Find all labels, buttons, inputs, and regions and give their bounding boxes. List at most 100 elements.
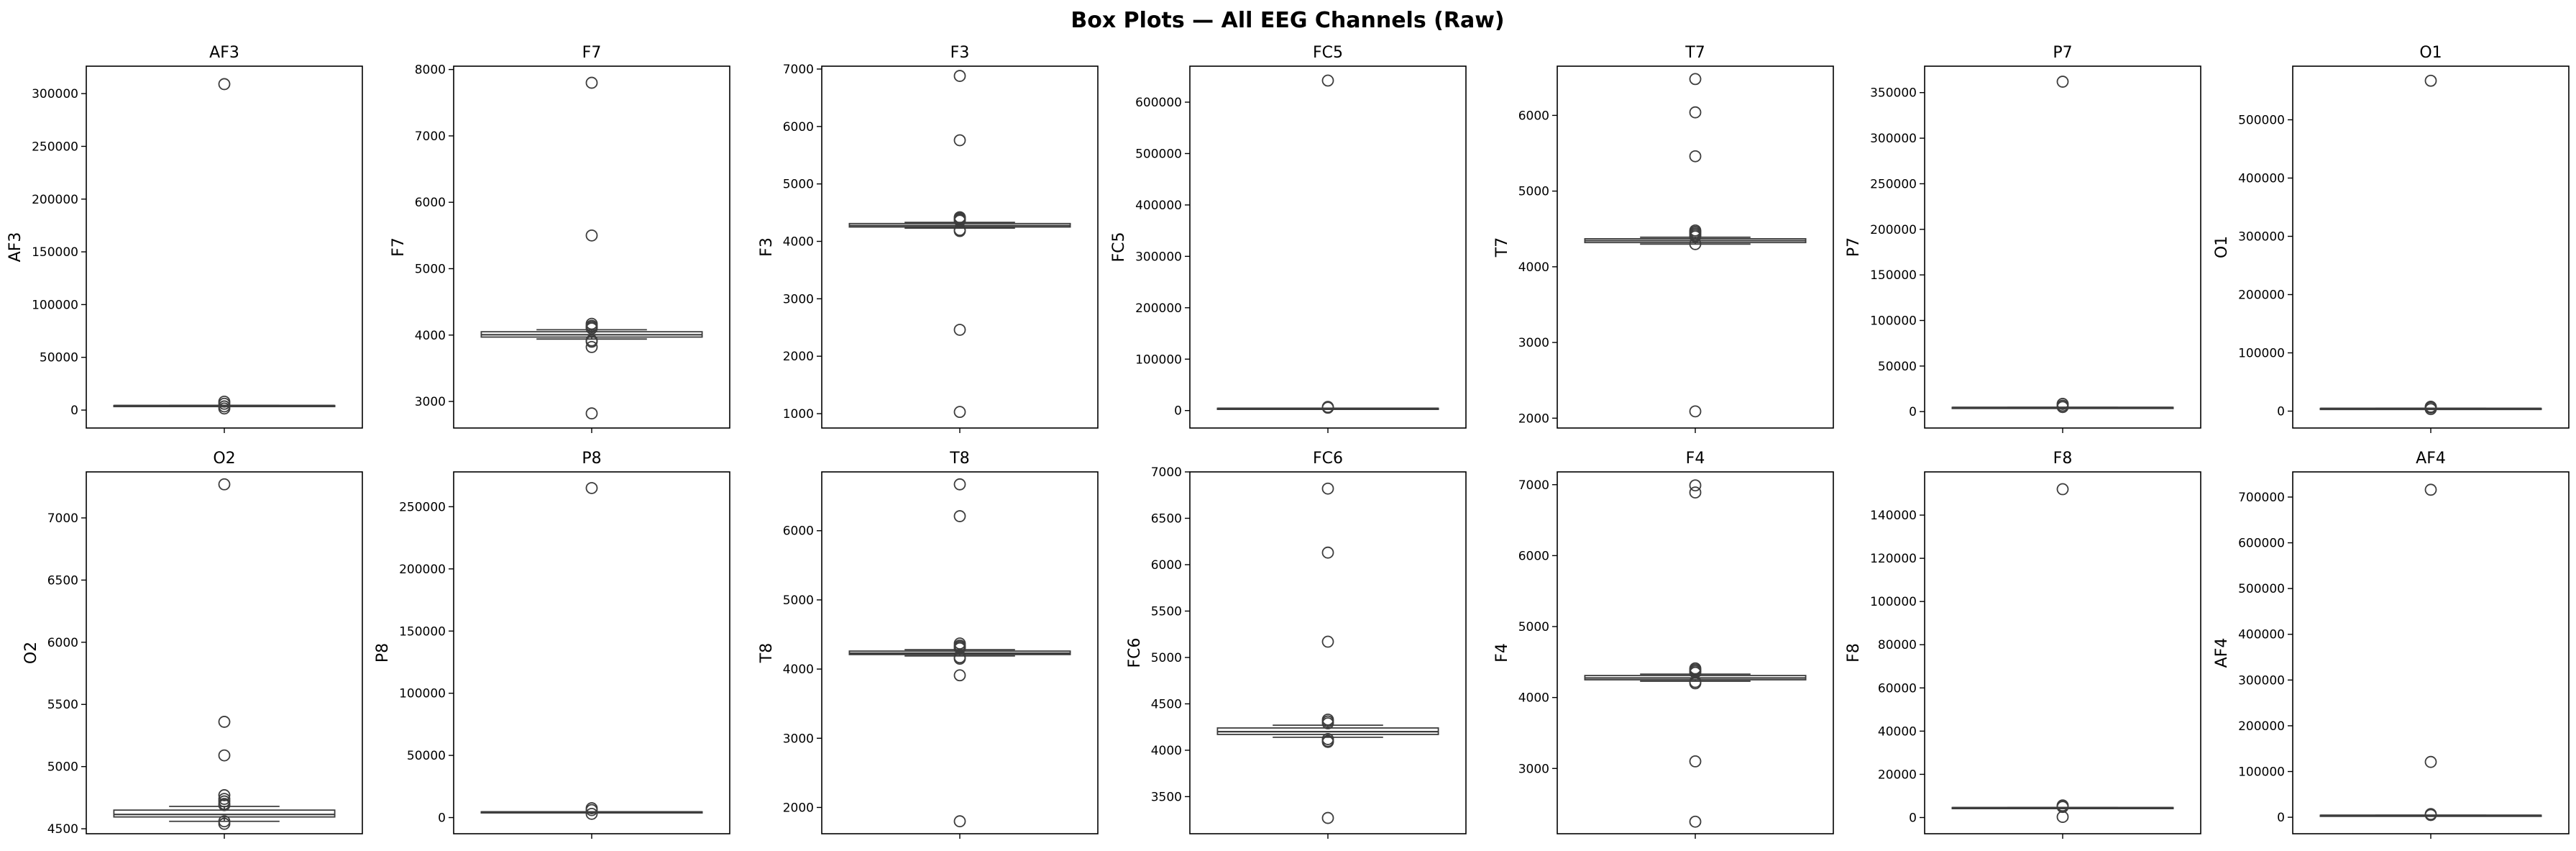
- outlier-point: [2424, 403, 2437, 416]
- y-tick-label: 100000: [2238, 347, 2285, 361]
- y-tick-label: 6000: [783, 120, 814, 135]
- y-axis-label: F8: [1845, 643, 1863, 663]
- panel-title: O1: [2419, 44, 2442, 62]
- panel-af3: AF3 0 50000 100000 150000 200000 250000 300000 A…: [6, 44, 363, 433]
- panel-o2: O2 4500 5000 5500 6000 6500 7000 O2: [22, 450, 363, 839]
- y-tick-label: 5000: [415, 262, 446, 276]
- y-tick-label: 4000: [415, 329, 446, 343]
- y-tick-label: 140000: [1870, 509, 1917, 523]
- axes-frame: [1924, 471, 2201, 834]
- y-tick-label: 4000: [783, 663, 814, 677]
- y-tick-label: 6000: [47, 636, 78, 650]
- y-tick-label: 4500: [1151, 697, 1182, 711]
- outlier-point: [585, 804, 598, 816]
- panel-t8: T8 2000 3000 4000 5000 6000 T8: [758, 450, 1099, 839]
- y-tick-label: 200000: [32, 193, 78, 207]
- outlier-point: [1689, 677, 1702, 690]
- y-axis-label: AF3: [6, 232, 24, 263]
- axes-frame: [1189, 65, 1467, 429]
- outlier-point: [1689, 755, 1702, 768]
- y-axis-label: FC5: [1110, 232, 1128, 262]
- outlier-point: [1321, 74, 1334, 87]
- outlier-point: [585, 229, 598, 242]
- outlier-point: [953, 406, 966, 419]
- y-tick-label: 3000: [415, 395, 446, 409]
- y-tick-label: 5000: [1151, 651, 1182, 665]
- y-tick-label: 0: [438, 811, 446, 826]
- y-tick-label: 6500: [1151, 511, 1182, 526]
- outlier-point: [2424, 74, 2437, 87]
- outlier-point: [2424, 483, 2437, 496]
- y-axis-label: F4: [1493, 643, 1511, 663]
- outlier-point: [953, 324, 966, 336]
- outlier-point: [585, 335, 598, 348]
- y-tick-label: 100000: [1870, 595, 1917, 609]
- y-axis-label: P8: [374, 643, 392, 663]
- y-tick-label: 300000: [1135, 250, 1182, 264]
- y-tick-label: 3000: [783, 292, 814, 306]
- outlier-point: [1689, 73, 1702, 86]
- panel-title: T7: [1685, 44, 1705, 62]
- y-tick-label: 5500: [47, 698, 78, 712]
- y-tick-label: 500000: [2238, 582, 2285, 596]
- y-tick-label: 3000: [1518, 336, 1549, 350]
- y-tick-label: 80000: [1878, 638, 1917, 652]
- y-tick-label: 50000: [407, 749, 446, 763]
- y-tick-label: 7000: [415, 129, 446, 144]
- outlier-point: [953, 134, 966, 147]
- y-tick-label: 300000: [2238, 673, 2285, 688]
- y-tick-label: 200000: [2238, 288, 2285, 303]
- y-tick-label: 150000: [1870, 268, 1917, 283]
- outlier-point: [585, 482, 598, 494]
- panel-p7: P7 0 50000 100000 150000 200000 250000 300000 35…: [1845, 44, 2201, 433]
- outlier-point: [1321, 717, 1334, 729]
- panel-title: AF3: [209, 44, 239, 62]
- y-tick-label: 0: [1909, 811, 1917, 825]
- outlier-point: [218, 817, 231, 830]
- y-tick-label: 4000: [1151, 744, 1182, 758]
- y-axis-label: P7: [1845, 237, 1863, 257]
- y-tick-label: 200000: [1870, 223, 1917, 237]
- y-axis-label: O2: [22, 642, 40, 664]
- outlier-point: [218, 749, 231, 762]
- y-tick-label: 400000: [2238, 172, 2285, 186]
- outlier-point: [218, 789, 231, 801]
- panel-title: F4: [1686, 450, 1705, 468]
- y-tick-label: 150000: [399, 624, 446, 639]
- y-tick-label: 0: [2277, 405, 2285, 419]
- outlier-point: [585, 322, 598, 335]
- y-axis-label: F3: [758, 237, 776, 257]
- panel-title: AF4: [2416, 450, 2446, 468]
- outlier-point: [1321, 811, 1334, 824]
- figure-title: Box Plots — All EEG Channels (Raw): [1071, 8, 1504, 33]
- outlier-point: [2056, 811, 2069, 823]
- axes-frame: [86, 471, 363, 834]
- axes-frame: [821, 471, 1099, 834]
- panel-grid: AF3050000100000150000200000250000300000A…: [6, 44, 2570, 839]
- y-tick-label: 50000: [40, 351, 78, 365]
- y-tick-label: 5000: [783, 178, 814, 192]
- outlier-point: [953, 669, 966, 682]
- outlier-point: [953, 510, 966, 522]
- axes-frame: [1189, 471, 1467, 834]
- panel-title: O2: [213, 450, 235, 468]
- axes-frame: [86, 65, 363, 429]
- outlier-point: [1689, 150, 1702, 163]
- y-tick-label: 3500: [1151, 790, 1182, 804]
- axes-frame: [453, 65, 730, 429]
- y-tick-label: 6500: [47, 573, 78, 588]
- outlier-point: [2056, 401, 2069, 414]
- outlier-point: [953, 652, 966, 665]
- axes-frame: [1924, 65, 2201, 429]
- y-tick-label: 4000: [783, 235, 814, 250]
- y-tick-label: 500000: [1135, 147, 1182, 161]
- y-tick-label: 2000: [783, 350, 814, 364]
- outlier-point: [953, 815, 966, 828]
- y-tick-label: 200000: [2238, 719, 2285, 734]
- y-tick-label: 7000: [47, 511, 78, 526]
- y-tick-label: 2000: [783, 801, 814, 815]
- outlier-point: [1321, 401, 1334, 414]
- outlier-point: [1689, 815, 1702, 828]
- y-tick-label: 300000: [1870, 132, 1917, 146]
- y-tick-label: 100000: [399, 687, 446, 701]
